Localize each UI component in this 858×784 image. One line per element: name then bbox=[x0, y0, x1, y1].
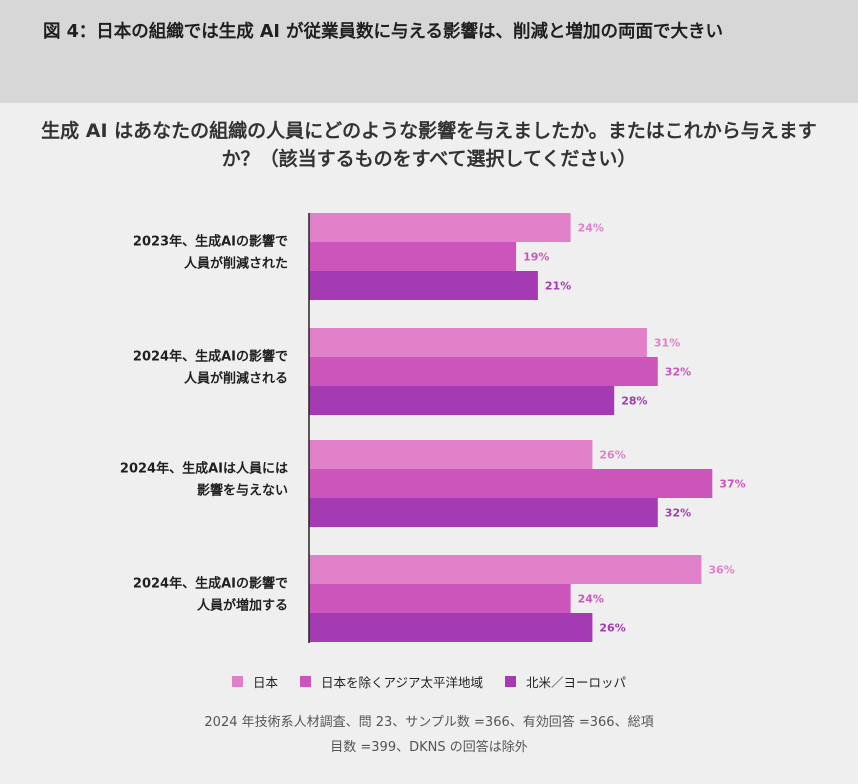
source-note-line-1: 2024 年技術系人材調査、問 23、サンプル数 =366、有効回答 =366、… bbox=[204, 715, 654, 730]
bar bbox=[309, 213, 571, 242]
data-label: 24% bbox=[578, 222, 604, 235]
category-label: 人員が削減される bbox=[184, 371, 288, 387]
bar bbox=[309, 584, 571, 613]
data-label: 36% bbox=[708, 564, 734, 577]
bar bbox=[309, 469, 713, 498]
bar bbox=[309, 613, 593, 642]
figure-title: 図 4：日本の組織では生成 AI が従業員数に与える影響は、削減と増加の両面で大… bbox=[43, 22, 723, 42]
category-label: 2024年、生成AIの影響で bbox=[133, 349, 288, 365]
bar bbox=[309, 440, 593, 469]
legend-swatch-apac bbox=[299, 675, 311, 687]
category-label: 2024年、生成AIの影響で bbox=[133, 576, 288, 592]
bar bbox=[309, 386, 615, 415]
bar bbox=[309, 498, 658, 527]
legend-label-apac: 日本を除くアジア太平洋地域 bbox=[320, 674, 483, 690]
bar bbox=[309, 555, 702, 584]
bar bbox=[309, 271, 538, 300]
legend-swatch-na-europe bbox=[505, 675, 516, 687]
data-label: 32% bbox=[665, 366, 691, 379]
bar bbox=[309, 328, 647, 357]
legend-swatch-japan bbox=[231, 675, 243, 687]
data-label: 28% bbox=[621, 395, 647, 408]
data-label: 19% bbox=[523, 251, 549, 264]
data-label: 26% bbox=[599, 622, 625, 635]
bar bbox=[309, 242, 517, 271]
data-label: 24% bbox=[578, 593, 604, 606]
category-label: 人員が増加する bbox=[197, 598, 288, 614]
chart-legend: 日本 日本を除くアジア太平洋地域 北米／ヨーロッパ bbox=[0, 670, 858, 692]
data-label: 21% bbox=[545, 280, 571, 293]
source-note: 2024 年技術系人材調査、問 23、サンプル数 =366、有効回答 =366、… bbox=[100, 710, 758, 760]
figure-header: 図 4：日本の組織では生成 AI が従業員数に与える影響は、削減と増加の両面で大… bbox=[0, 0, 858, 103]
data-label: 32% bbox=[665, 507, 691, 520]
data-label: 26% bbox=[599, 449, 625, 462]
chart-question: 生成 AI はあなたの組織の人員にどのような影響を与えましたか。またはこれから与… bbox=[41, 120, 817, 170]
category-label: 2023年、生成AIの影響で bbox=[133, 234, 288, 250]
data-label: 31% bbox=[654, 337, 680, 350]
legend-label-japan: 日本 bbox=[252, 674, 278, 690]
legend-label-na-europe: 北米／ヨーロッパ bbox=[526, 674, 627, 690]
data-label: 37% bbox=[719, 478, 745, 491]
legend-item-japan: 日本 bbox=[231, 672, 278, 691]
legend-item-na-europe: 北米／ヨーロッパ bbox=[505, 672, 626, 691]
source-note-line-2: 目数 =399、DKNS の回答は除外 bbox=[330, 740, 528, 755]
bar bbox=[309, 357, 658, 386]
legend-item-apac: 日本を除くアジア太平洋地域 bbox=[299, 672, 483, 691]
category-label: 影響を与えない bbox=[197, 483, 288, 499]
category-label: 人員が削減された bbox=[184, 256, 288, 272]
category-label: 2024年、生成AIは人員には bbox=[120, 461, 288, 477]
